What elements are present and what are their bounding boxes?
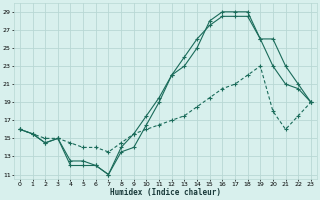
X-axis label: Humidex (Indice chaleur): Humidex (Indice chaleur) (110, 188, 221, 197)
